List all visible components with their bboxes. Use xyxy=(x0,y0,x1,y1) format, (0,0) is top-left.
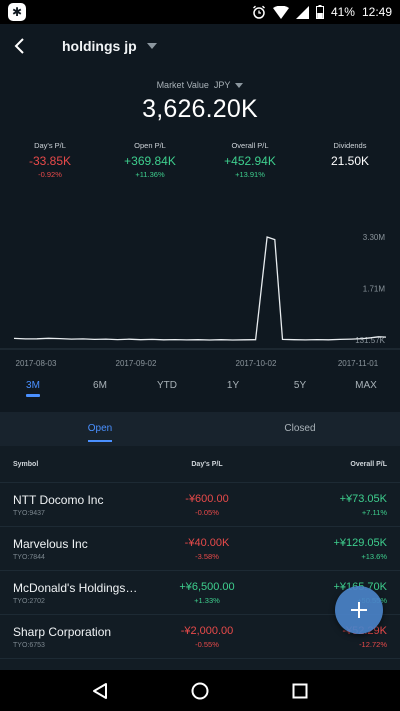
day-pl-value: -¥600.00 xyxy=(185,492,229,505)
chevron-down-icon xyxy=(235,82,244,88)
app-notification-icon: ✱ xyxy=(8,3,26,21)
clock: 12:49 xyxy=(361,5,392,19)
tab-open[interactable]: Open xyxy=(0,412,200,446)
holding-name: NTT Docomo Inc xyxy=(13,492,104,507)
range-5y[interactable]: 5Y xyxy=(293,380,307,391)
stat-label: Day's P/L xyxy=(34,141,66,150)
holding-code: TYO:2702 xyxy=(13,597,45,605)
y-tick-label: 1.71M xyxy=(363,285,386,294)
range-6m[interactable]: 6M xyxy=(93,380,107,391)
square-recents-icon xyxy=(292,683,308,698)
day-pl-value: +¥6,500.00 xyxy=(179,580,235,593)
currency-selector[interactable]: JPY xyxy=(214,80,244,90)
triangle-back-icon xyxy=(93,682,107,699)
overall-pl-percent: +7.11% xyxy=(361,507,387,517)
stat-percent: +11.36% xyxy=(135,170,165,179)
holding-name: Sharp Corporation xyxy=(13,624,112,639)
column-symbol[interactable]: Symbol xyxy=(13,460,39,468)
holding-code: TYO:9437 xyxy=(13,509,45,517)
signal-icon xyxy=(295,5,309,19)
line-chart: 3.30M 1.71M 131.57K 2017-08-03 2017-09-02 201… xyxy=(0,233,400,368)
holding-row[interactable]: Sharp Corporation TYO:6753 -¥2,000.00 -0.5… xyxy=(0,614,400,658)
page-title: holdings jp xyxy=(62,38,137,54)
stat-percent: +13.91% xyxy=(235,170,265,179)
stat-value: 21.50K xyxy=(330,154,370,168)
range-selector: 3M 6M YTD 1Y 5Y MAX xyxy=(0,380,400,402)
holding-name: Marvelous Inc xyxy=(13,536,88,551)
stat-overall-pl: Overall P/L +452.94K +13.91% xyxy=(200,141,300,179)
battery-percent: 41% xyxy=(330,5,355,19)
portfolio-selector[interactable]: holdings jp xyxy=(62,38,157,54)
series-line xyxy=(13,236,387,341)
chevron-down-icon xyxy=(146,43,157,49)
tab-closed[interactable]: Closed xyxy=(200,412,400,446)
pl-stats: Day's P/L -33.85K -0.92% Open P/L +369.8… xyxy=(0,141,400,179)
nav-home-button[interactable] xyxy=(180,671,220,711)
x-tick-label: 2017-11-01 xyxy=(338,359,379,368)
x-tick-label: 2017-10-02 xyxy=(236,359,277,368)
battery-icon xyxy=(315,5,324,19)
x-tick-label: 2017-08-03 xyxy=(16,359,57,368)
overall-pl-value: +¥129.05K xyxy=(333,536,387,549)
overall-pl-value: +¥73.05K xyxy=(339,492,387,505)
holding-row[interactable]: NTT Docomo Inc TYO:9437 -¥600.00 -0.05% +¥… xyxy=(0,482,400,526)
range-ytd[interactable]: YTD xyxy=(157,380,177,391)
holding-code: TYO:7844 xyxy=(13,553,45,561)
status-bar: ✱ 41% 12:49 xyxy=(0,0,400,24)
overall-pl-percent: +13.6% xyxy=(361,551,387,561)
range-1y[interactable]: 1Y xyxy=(226,380,240,391)
tab-label: Open xyxy=(87,423,113,434)
market-value-header: Market Value JPY xyxy=(0,80,400,90)
market-value: 3,626.20K xyxy=(142,95,258,123)
holding-name: McDonald's Holdings… xyxy=(13,580,137,595)
column-overall-pl[interactable]: Overall P/L xyxy=(350,460,387,468)
system-nav-bar xyxy=(0,670,400,711)
stat-percent: -0.92% xyxy=(38,170,62,179)
stat-label: Overall P/L xyxy=(231,141,269,150)
stat-label: Dividends xyxy=(333,141,367,150)
add-holding-button[interactable] xyxy=(335,586,383,634)
plus-icon xyxy=(351,602,367,618)
stat-open-pl: Open P/L +369.84K +11.36% xyxy=(100,141,200,179)
back-button[interactable] xyxy=(0,24,40,68)
range-3m[interactable]: 3M xyxy=(26,380,40,391)
circle-home-icon xyxy=(191,682,209,699)
overall-pl-percent: -12.72% xyxy=(359,639,387,649)
holdings-list[interactable]: Symbol Day's P/L Overall P/L NTT Docomo … xyxy=(0,446,400,670)
wifi-icon xyxy=(272,5,289,19)
stat-days-pl: Day's P/L -33.85K -0.92% xyxy=(0,141,100,179)
alarm-icon xyxy=(252,5,265,19)
back-arrow-icon xyxy=(14,38,24,54)
y-tick-label: 3.30M xyxy=(363,233,386,242)
range-active-indicator xyxy=(26,394,40,397)
day-pl-value: -¥2,000.00 xyxy=(180,624,234,637)
app-bar: holdings jp xyxy=(0,24,400,68)
holding-code: TYO:6753 xyxy=(13,641,45,649)
day-pl-percent: -0.55% xyxy=(195,639,219,649)
currency-label: JPY xyxy=(213,80,231,90)
stat-value: +369.84K xyxy=(124,154,176,168)
stat-label: Open P/L xyxy=(134,141,166,150)
tab-bar: Open Closed xyxy=(0,412,400,446)
nav-recents-button[interactable] xyxy=(280,671,320,711)
stat-value: -33.85K xyxy=(28,154,72,168)
nav-back-button[interactable] xyxy=(80,671,120,711)
range-max[interactable]: MAX xyxy=(355,380,377,391)
day-pl-value: -¥40.00K xyxy=(184,536,230,549)
list-header: Symbol Day's P/L Overall P/L xyxy=(0,446,400,482)
holding-row-partial[interactable] xyxy=(0,658,400,670)
column-days-pl[interactable]: Day's P/L xyxy=(191,460,223,468)
stat-value: +452.94K xyxy=(224,154,276,168)
y-tick-label: 131.57K xyxy=(355,336,385,345)
x-tick-label: 2017-09-02 xyxy=(116,359,157,368)
tab-active-indicator xyxy=(88,440,112,442)
tab-label: Closed xyxy=(284,423,316,434)
market-value-chart[interactable]: 3.30M 1.71M 131.57K 2017-08-03 2017-09-02 201… xyxy=(0,225,400,375)
market-value-label: Market Value xyxy=(156,80,209,90)
holding-row[interactable]: Marvelous Inc TYO:7844 -¥40.00K -3.58% +¥1… xyxy=(0,526,400,570)
day-pl-percent: -0.05% xyxy=(195,507,219,517)
stat-dividends: Dividends 21.50K xyxy=(300,141,400,179)
day-pl-percent: -3.58% xyxy=(195,551,219,561)
day-pl-percent: +1.33% xyxy=(194,595,220,605)
